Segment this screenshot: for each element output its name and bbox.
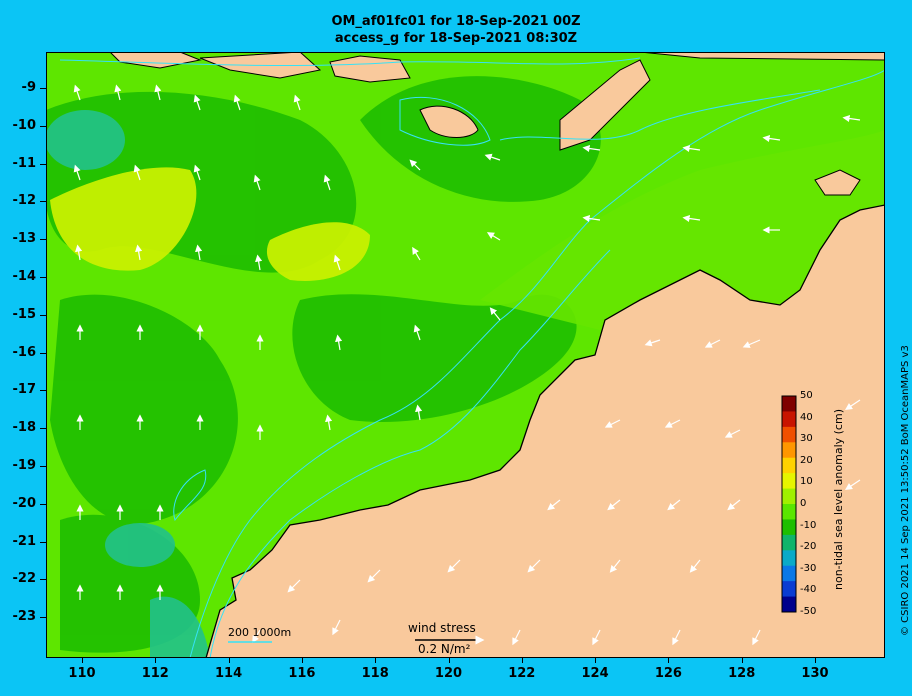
colorbar-swatch — [782, 519, 796, 536]
longitude-tick — [741, 658, 743, 663]
wind-legend-unit: 0.2 N/m² — [418, 642, 471, 656]
colorbar-tick-label: 50 — [800, 390, 813, 401]
colorbar-swatch — [782, 565, 796, 582]
depth-legend-label: 200 1000m — [228, 626, 292, 639]
latitude-tick — [40, 466, 46, 467]
colorbar — [781, 395, 797, 613]
map-frame — [46, 52, 885, 658]
latitude-tick-label: -9 — [21, 80, 36, 95]
longitude-tick-label: 130 — [801, 666, 829, 681]
longitude-tick — [815, 658, 816, 663]
latitude-tick — [40, 277, 46, 278]
longitude-tick-label: 110 — [68, 666, 96, 681]
latitude-tick — [40, 239, 46, 241]
wind-stress-arrows — [73, 84, 861, 646]
longitude-tick-label: 118 — [361, 666, 389, 681]
latitude-tick-label: -15 — [12, 306, 37, 322]
colorbar-swatch — [782, 534, 796, 551]
shelf-area — [480, 130, 885, 330]
colorbar-tick-label: -50 — [800, 606, 817, 617]
latitude-tick-label: -14 — [12, 269, 37, 284]
longitude-tick-label: 128 — [728, 666, 756, 681]
colorbar-swatch — [782, 488, 796, 505]
longitude-tick — [668, 658, 670, 663]
latitude-tick-label: -12 — [12, 193, 37, 209]
australia-land — [205, 204, 885, 658]
longitude-tick — [228, 658, 230, 663]
longitude-tick-label: 116 — [288, 666, 316, 681]
colorbar-swatch — [782, 581, 796, 598]
longitude-tick-label: 114 — [215, 666, 243, 681]
colorbar-tick-label: -30 — [800, 562, 817, 574]
colorbar-swatch — [782, 473, 796, 490]
longitude-tick — [155, 658, 157, 663]
copyright-credit: © CSIRO 2021 14 Sep 2021 13:50:52 BoM Oc… — [900, 345, 911, 636]
latitude-tick — [40, 352, 46, 354]
colorbar-swatch — [782, 457, 796, 474]
colorbar-tick-label: 30 — [800, 433, 813, 445]
longitude-tick — [448, 658, 450, 663]
latitude-tick — [40, 88, 46, 89]
colorbar-tick-label: -40 — [800, 584, 817, 596]
latitude-tick-label: -11 — [12, 155, 37, 171]
colorbar-tick-label: -10 — [800, 519, 817, 531]
colorbar-tick-label: 40 — [800, 411, 813, 423]
colorbar-tick-label: 20 — [800, 454, 813, 466]
latitude-tick — [40, 503, 46, 505]
latitude-tick — [40, 163, 46, 165]
latitude-tick-label: -21 — [12, 533, 37, 549]
sla-highs — [50, 167, 370, 281]
latitude-tick — [40, 314, 46, 316]
longitude-tick — [301, 658, 303, 663]
latitude-tick — [40, 201, 46, 203]
latitude-tick-label: -22 — [12, 571, 37, 587]
latitude-tick-label: -23 — [12, 609, 37, 625]
map-title-line1: OM_af01fc01 for 18-Sep-2021 00Z — [331, 14, 581, 29]
colorbar-swatch — [782, 411, 796, 428]
longitude-tick-label: 126 — [654, 666, 682, 681]
wind-legend-title: wind stress — [408, 621, 476, 635]
latitude-tick-label: -13 — [12, 231, 37, 247]
colorbar-title: non-tidal sea level anomaly (cm) — [832, 409, 845, 590]
colorbar-tick-label: -20 — [800, 541, 817, 553]
colorbar-tick-label: 10 — [800, 476, 813, 488]
colorbar-swatch — [782, 504, 796, 520]
latitude-tick — [40, 428, 46, 430]
colorbar-swatch — [782, 550, 796, 567]
colorbar-swatch — [782, 442, 796, 459]
colorbar-swatch — [782, 396, 796, 412]
longitude-tick — [82, 658, 83, 663]
colorbar-tick-label: 0 — [800, 498, 807, 509]
latitude-tick-label: -20 — [12, 495, 37, 511]
latitude-tick — [40, 541, 46, 543]
latitude-tick — [40, 579, 46, 581]
colorbar-outline — [781, 395, 797, 613]
colorbar-swatch — [782, 596, 796, 613]
map-title-line2: access_g for 18-Sep-2021 08:30Z — [334, 31, 578, 46]
latitude-tick-label: -17 — [12, 382, 37, 398]
latitude-tick-label: -16 — [12, 344, 37, 360]
longitude-tick — [375, 658, 377, 663]
latitude-tick — [40, 617, 46, 619]
latitude-tick-label: -18 — [12, 420, 37, 436]
latitude-tick — [40, 390, 46, 392]
longitude-tick-label: 124 — [581, 666, 609, 681]
latitude-tick-label: -10 — [12, 117, 37, 133]
indonesia-islands — [109, 52, 885, 196]
colorbar-swatch — [782, 426, 796, 443]
longitude-tick-label: 112 — [141, 666, 169, 681]
longitude-tick — [521, 658, 523, 663]
longitude-tick — [595, 658, 597, 663]
sla-lows — [46, 110, 210, 658]
latitude-tick — [40, 125, 46, 127]
latitude-tick-label: -19 — [12, 458, 37, 473]
longitude-tick-label: 122 — [508, 666, 536, 681]
longitude-tick-label: 120 — [434, 666, 463, 681]
